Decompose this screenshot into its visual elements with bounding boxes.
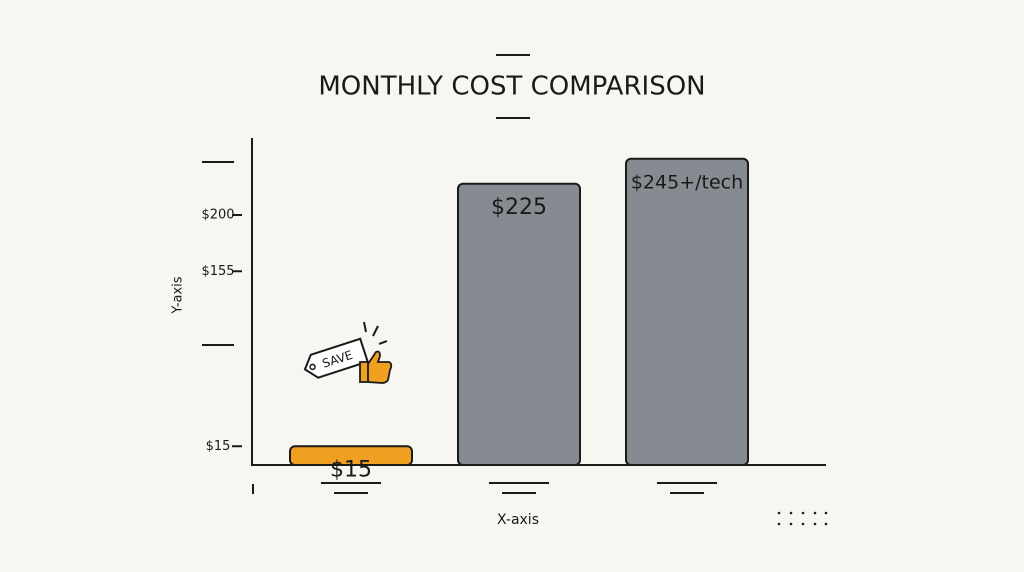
- dots-decoration: [777, 511, 828, 526]
- y-tick-label: $200: [201, 208, 234, 223]
- chart-title: MONTHLY COST COMPARISON: [318, 72, 705, 102]
- y-tick-label: $15: [206, 439, 231, 454]
- x-axis-title: X-axis: [497, 512, 539, 528]
- value-label: $15: [330, 457, 372, 482]
- save-icon: SAVE: [303, 321, 393, 384]
- value-label: $245+/tech: [631, 171, 743, 193]
- y-tick-label: $155: [201, 264, 234, 279]
- save-tag: [303, 337, 369, 379]
- value-label: $225: [491, 195, 547, 220]
- bar: [625, 157, 749, 466]
- spark: [372, 325, 379, 337]
- spark: [378, 340, 388, 345]
- thumbs-up: [359, 350, 393, 384]
- plot-area: $15 $155 $200 $15 $225 $245+/tech: [201, 157, 749, 494]
- tag-hole: [309, 363, 316, 371]
- bar: [457, 182, 581, 466]
- spark: [363, 321, 367, 333]
- y-axis-title: Y-axis: [171, 276, 186, 314]
